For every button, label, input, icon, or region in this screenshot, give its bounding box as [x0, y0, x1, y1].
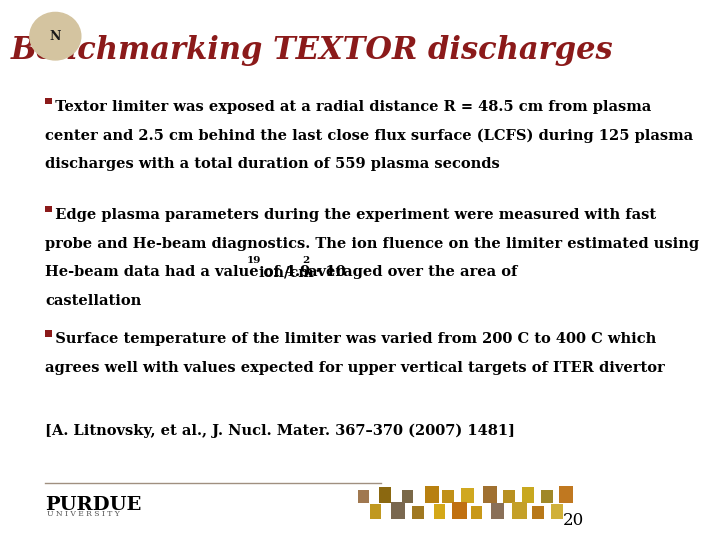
Text: center and 2.5 cm behind the last close flux surface (LCFS) during 125 plasma: center and 2.5 cm behind the last close …	[45, 129, 693, 143]
FancyBboxPatch shape	[532, 506, 544, 519]
FancyBboxPatch shape	[359, 490, 369, 503]
FancyBboxPatch shape	[45, 98, 53, 104]
Text: Benchmarking TEXTOR discharges: Benchmarking TEXTOR discharges	[11, 35, 613, 66]
FancyBboxPatch shape	[503, 490, 515, 503]
Circle shape	[30, 12, 81, 60]
FancyBboxPatch shape	[462, 488, 474, 503]
FancyBboxPatch shape	[433, 504, 445, 519]
FancyBboxPatch shape	[452, 502, 467, 519]
FancyBboxPatch shape	[483, 486, 498, 503]
Text: 20: 20	[563, 512, 584, 529]
FancyBboxPatch shape	[379, 487, 391, 503]
Text: N: N	[50, 30, 61, 43]
Text: averaged over the area of: averaged over the area of	[308, 265, 518, 279]
FancyBboxPatch shape	[45, 330, 53, 336]
Text: 19: 19	[247, 256, 261, 265]
FancyBboxPatch shape	[442, 490, 454, 503]
FancyBboxPatch shape	[391, 502, 405, 519]
FancyBboxPatch shape	[551, 504, 563, 519]
FancyBboxPatch shape	[541, 490, 553, 503]
Text: ion/cm: ion/cm	[258, 265, 315, 279]
Text: U N I V E R S I T Y: U N I V E R S I T Y	[47, 510, 120, 518]
FancyBboxPatch shape	[370, 504, 382, 519]
Text: 2: 2	[302, 256, 310, 265]
FancyBboxPatch shape	[521, 487, 534, 503]
Text: Surface temperature of the limiter was varied from 200 C to 400 C which: Surface temperature of the limiter was v…	[45, 332, 657, 346]
FancyBboxPatch shape	[425, 486, 439, 503]
FancyBboxPatch shape	[412, 506, 424, 519]
Text: PURDUE: PURDUE	[45, 496, 142, 514]
FancyBboxPatch shape	[559, 486, 573, 503]
FancyBboxPatch shape	[402, 490, 413, 503]
Text: He-beam data had a value of 4.9 · 10: He-beam data had a value of 4.9 · 10	[45, 265, 346, 279]
Text: [A. Litnovsky, et al., J. Nucl. Mater. 367–370 (2007) 1481]: [A. Litnovsky, et al., J. Nucl. Mater. 3…	[45, 424, 516, 438]
Text: castellation: castellation	[45, 294, 142, 308]
FancyBboxPatch shape	[45, 206, 53, 212]
Text: Textor limiter was exposed at a radial distance R = 48.5 cm from plasma: Textor limiter was exposed at a radial d…	[45, 100, 652, 114]
Text: agrees well with values expected for upper vertical targets of ITER divertor: agrees well with values expected for upp…	[45, 361, 665, 375]
FancyBboxPatch shape	[492, 503, 504, 519]
FancyBboxPatch shape	[471, 506, 482, 519]
Text: probe and He-beam diagnostics. The ion fluence on the limiter estimated using: probe and He-beam diagnostics. The ion f…	[45, 237, 700, 251]
FancyBboxPatch shape	[513, 502, 527, 519]
Text: Edge plasma parameters during the experiment were measured with fast: Edge plasma parameters during the experi…	[45, 208, 657, 222]
Text: discharges with a total duration of 559 plasma seconds: discharges with a total duration of 559 …	[45, 157, 500, 171]
